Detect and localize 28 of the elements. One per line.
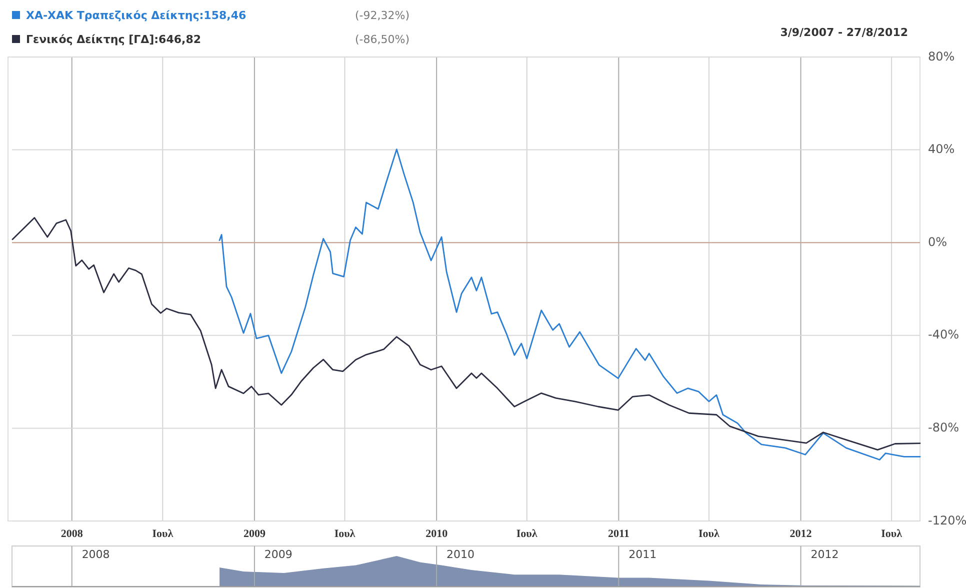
x-tick-label: Ιουλ	[152, 528, 174, 540]
x-tick-label: 2009	[264, 548, 292, 561]
x-tick-label: 2011	[628, 548, 657, 561]
x-tick-label: 2010	[426, 528, 448, 540]
x-tick-label: 2011	[608, 528, 630, 540]
chart-subtitle: 3/9/2007 - 27/8/2012	[780, 26, 908, 39]
x-tick-label: Ιουλ	[516, 528, 538, 540]
line-series	[12, 217, 921, 450]
x-tick-label: Ιουλ	[334, 528, 356, 540]
text: (-92,32%)	[355, 9, 410, 22]
text: (-86,50%)	[355, 33, 410, 46]
y-tick-label: 80%	[928, 49, 955, 64]
x-tick-label: 2008	[82, 548, 110, 561]
y-tick-label: -120%	[928, 513, 966, 528]
x-tick-label: Ιουλ	[698, 528, 720, 540]
x-tick-label: Ιουλ	[881, 528, 903, 540]
line-series	[218, 148, 921, 460]
x-tick-label: 2010	[446, 548, 475, 561]
legend-label: Γενικός Δείκτης [ΓΔ]:646,82	[26, 33, 201, 46]
y-tick-label: -80%	[928, 420, 960, 434]
x-tick-label: 2009	[243, 528, 266, 540]
legend-label: ΧΑ-ΧΑΚ Τραπεζικός Δείκτης:158,46	[26, 9, 246, 22]
x-tick-label: 2012	[810, 548, 839, 561]
y-tick-label: 40%	[928, 142, 955, 156]
y-tick-label: -40%	[928, 328, 960, 342]
y-tick-label: 0%	[928, 234, 948, 249]
x-tick-label: 2012	[790, 528, 812, 540]
x-tick-label: 2008	[60, 528, 84, 540]
